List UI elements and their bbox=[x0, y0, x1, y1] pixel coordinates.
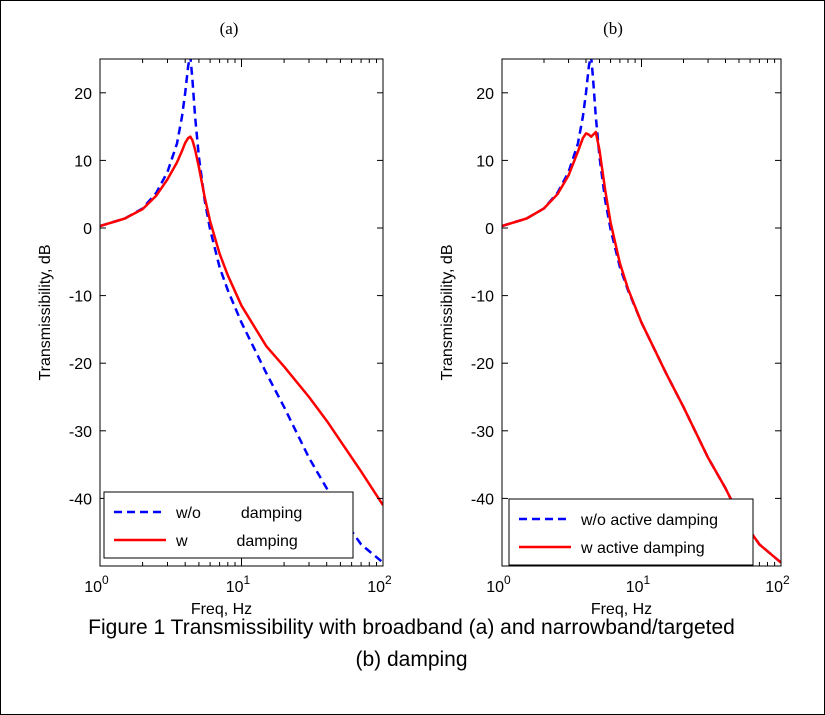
y-tick-label: -20 bbox=[471, 356, 494, 373]
y-tick-label: -30 bbox=[69, 424, 92, 441]
series-line-with-damping bbox=[502, 130, 781, 564]
legend-label: w/o damping bbox=[175, 505, 302, 522]
x-tick-label: 10 bbox=[226, 579, 244, 596]
y-tick-label: -30 bbox=[471, 424, 494, 441]
x-axis-label: Freq, Hz bbox=[191, 601, 252, 618]
panel-title: (a) bbox=[220, 19, 239, 38]
y-tick-label: -10 bbox=[69, 289, 92, 306]
x-tick-exponent: 0 bbox=[102, 573, 109, 587]
series-line-with-damping bbox=[100, 135, 383, 506]
plot-area-border bbox=[501, 58, 782, 567]
y-tick-label: 0 bbox=[83, 221, 92, 238]
caption-line-1: Figure 1 Transmissibility with broadband… bbox=[88, 616, 735, 639]
x-tick-exponent: 0 bbox=[504, 573, 511, 587]
x-tick-exponent: 2 bbox=[783, 573, 790, 587]
x-axis-label: Freq, Hz bbox=[591, 601, 652, 618]
y-tick-label: -10 bbox=[471, 289, 494, 306]
legend-box bbox=[508, 498, 754, 566]
series-line-without-damping bbox=[502, 59, 781, 564]
caption-line-2: (b) damping bbox=[355, 648, 468, 671]
y-tick-label: -40 bbox=[69, 491, 92, 508]
plot-area-border bbox=[99, 58, 384, 567]
panel-title: (b) bbox=[603, 19, 623, 38]
y-tick-label: -40 bbox=[471, 491, 494, 508]
figure-caption: Figure 1 Transmissibility with broadband… bbox=[0, 612, 823, 676]
y-tick-label: 10 bbox=[74, 153, 92, 170]
legend-label: w active damping bbox=[580, 540, 705, 557]
legend-label: w damping bbox=[175, 533, 298, 550]
x-tick-label: 10 bbox=[486, 579, 504, 596]
series-line-without-damping bbox=[100, 59, 383, 564]
y-tick-label: 20 bbox=[74, 86, 92, 103]
y-axis-label: Transmissibility, dB bbox=[37, 244, 54, 380]
x-tick-label: 10 bbox=[84, 579, 102, 596]
x-tick-exponent: 1 bbox=[644, 573, 651, 587]
y-tick-label: 10 bbox=[476, 153, 494, 170]
x-tick-label: 10 bbox=[367, 579, 385, 596]
x-tick-exponent: 1 bbox=[244, 573, 251, 587]
x-tick-label: 10 bbox=[765, 579, 783, 596]
y-tick-label: 0 bbox=[485, 221, 494, 238]
y-tick-label: 20 bbox=[476, 86, 494, 103]
y-axis-label: Transmissibility, dB bbox=[439, 244, 456, 380]
y-tick-label: -20 bbox=[69, 356, 92, 373]
x-tick-label: 10 bbox=[626, 579, 644, 596]
x-tick-exponent: 2 bbox=[385, 573, 392, 587]
legend-label: w/o active damping bbox=[580, 512, 718, 529]
legend-box bbox=[103, 491, 354, 559]
